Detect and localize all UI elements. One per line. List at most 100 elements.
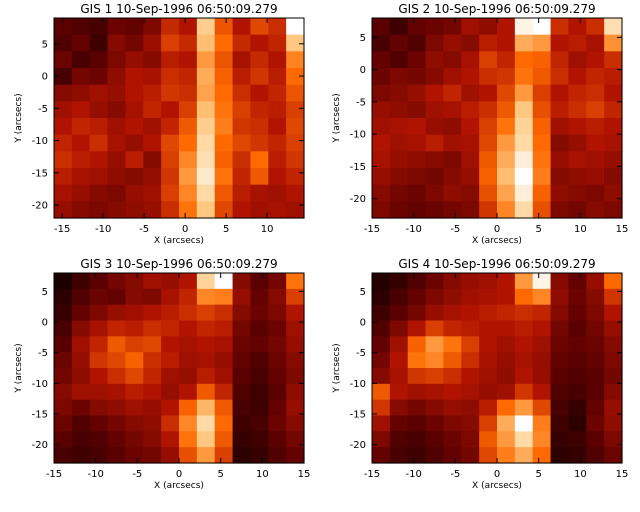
heatmap-cell — [286, 336, 305, 353]
heatmap-cell — [532, 447, 552, 464]
heatmap-cell — [161, 431, 180, 448]
heatmap-cell — [268, 336, 287, 353]
heatmap-cell — [232, 399, 252, 417]
heatmap-cell — [514, 118, 534, 136]
heatmap-cell — [461, 168, 480, 186]
heatmap-cell — [443, 68, 462, 86]
heatmap-cell — [107, 168, 127, 186]
heatmap-cell — [443, 383, 462, 401]
heatmap-cell — [372, 101, 391, 119]
heatmap-cell — [604, 320, 623, 337]
heatmap-cell — [89, 84, 109, 102]
heatmap-cell — [461, 34, 480, 52]
heatmap-cell — [425, 399, 445, 417]
heatmap-cell — [71, 201, 91, 219]
heatmap-cell — [389, 447, 409, 464]
heatmap-cell — [532, 168, 552, 186]
heatmap-cell — [586, 288, 605, 306]
x-tick-label: -5 — [132, 469, 142, 480]
heatmap-cell — [143, 431, 162, 448]
heatmap-4 — [372, 273, 623, 464]
heatmap-cell — [586, 336, 605, 353]
heatmap-cell — [479, 151, 498, 169]
heatmap-cell — [372, 34, 391, 52]
heatmap-cell — [196, 118, 216, 136]
heatmap-cell — [497, 352, 516, 369]
heatmap-cell — [161, 415, 180, 432]
heatmap-cell — [161, 184, 180, 202]
heatmap-cell — [214, 168, 234, 186]
heatmap-cell — [514, 168, 534, 186]
x-tick-label: -15 — [54, 224, 70, 235]
x-tick-label: -10 — [405, 469, 421, 480]
heatmap-cell — [107, 431, 127, 448]
heatmap-cell — [250, 415, 269, 432]
heatmap-cell — [443, 201, 462, 219]
heatmap-cell — [71, 336, 91, 353]
heatmap-cell — [125, 288, 144, 306]
heatmap-cell — [107, 447, 127, 464]
heatmap-cell — [389, 383, 409, 401]
heatmap-cell — [54, 368, 73, 385]
heatmap-cell — [89, 151, 109, 169]
heatmap-cell — [372, 201, 391, 219]
y-tick-label: -15 — [32, 409, 48, 420]
heatmap-cell — [372, 184, 391, 202]
heatmap-cell — [407, 273, 427, 290]
heatmap-cell — [586, 134, 605, 152]
heatmap-cell — [532, 399, 552, 417]
heatmap-cell — [568, 18, 587, 36]
heatmap-cell — [268, 134, 287, 152]
heatmap-cell — [514, 288, 534, 306]
heatmap-cell — [196, 134, 216, 152]
heatmap-cell — [232, 288, 252, 306]
heatmap-cell — [532, 288, 552, 306]
heatmap-cell — [89, 273, 109, 290]
heatmap-cell — [71, 151, 91, 169]
heatmap-cell — [179, 431, 198, 448]
heatmap-cell — [497, 18, 516, 36]
heatmap-cell — [389, 18, 409, 36]
heatmap-cell — [196, 336, 216, 353]
heatmap-cell — [268, 201, 287, 219]
heatmap-cell — [514, 51, 534, 69]
heatmap-cell — [125, 320, 144, 337]
heatmap-cell — [286, 201, 305, 219]
heatmap-cell — [250, 134, 269, 152]
heatmap-cell — [479, 447, 498, 464]
heatmap-cell — [443, 34, 462, 52]
heatmap-cell — [143, 352, 162, 369]
heatmap-cell — [214, 273, 234, 290]
heatmap-cell — [161, 368, 180, 385]
heatmap-cell — [143, 68, 162, 86]
heatmap-cell — [497, 51, 516, 69]
heatmap-cell — [89, 68, 109, 86]
heatmap-cell — [425, 320, 445, 337]
heatmap-cell — [568, 201, 587, 219]
heatmap-cell — [425, 118, 445, 136]
heatmap-cell — [143, 320, 162, 337]
heatmap-cell — [568, 336, 587, 353]
heatmap-cell — [407, 118, 427, 136]
heatmap-cell — [179, 304, 198, 322]
heatmap-cell — [425, 288, 445, 306]
heatmap-cell — [107, 336, 127, 353]
heatmap-cell — [250, 447, 269, 464]
heatmap-cell — [107, 368, 127, 385]
x-tick-label: 5 — [223, 224, 229, 235]
heatmap-cell — [214, 201, 234, 219]
heatmap-cell — [550, 168, 570, 186]
heatmap-cell — [586, 447, 605, 464]
heatmap-cell — [586, 415, 605, 432]
heatmap-cell — [586, 118, 605, 136]
heatmap-cell — [286, 34, 305, 52]
heatmap-cell — [268, 352, 287, 369]
heatmap-cell — [179, 383, 198, 401]
heatmap-cell — [532, 304, 552, 322]
heatmap-cell — [268, 383, 287, 401]
heatmap-cell — [143, 288, 162, 306]
heatmap-cell — [604, 118, 623, 136]
heatmap-cell — [89, 34, 109, 52]
heatmap-cell — [461, 84, 480, 102]
heatmap-cell — [107, 399, 127, 417]
